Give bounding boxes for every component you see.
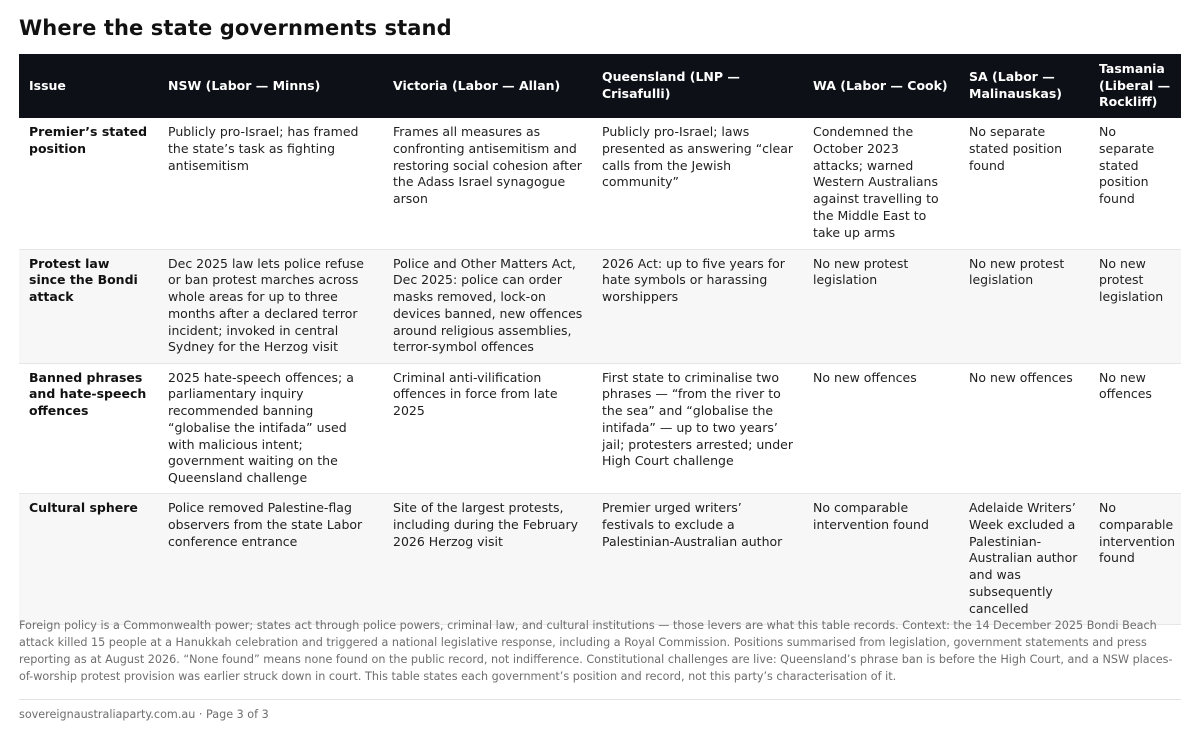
column-header-tasmania: Tasmania (Liberal — Rockliff) xyxy=(1089,54,1181,118)
issue-cell: Protest law since the Bondi attack xyxy=(19,249,158,364)
queensland-cell: Premier urged writers’ festivals to excl… xyxy=(592,493,803,626)
queensland-cell: Publicly pro-Israel; laws presented as a… xyxy=(592,118,803,250)
victoria-cell: Police and Other Matters Act, Dec 2025: … xyxy=(383,249,592,364)
nsw-cell: Publicly pro-Israel; has framed the stat… xyxy=(158,118,383,250)
column-header-victoria: Victoria (Labor — Allan) xyxy=(383,54,592,118)
column-header-queensland: Queensland (LNP — Crisafulli) xyxy=(592,54,803,118)
victoria-cell: Site of the largest protests, including … xyxy=(383,493,592,626)
issue-cell: Cultural sphere xyxy=(19,493,158,626)
nsw-cell: 2025 hate-speech offences; a parliamenta… xyxy=(158,363,383,495)
table-row: Cultural sphere Police removed Palestine… xyxy=(19,493,1181,626)
tasmania-cell: No separate stated position found xyxy=(1089,118,1181,250)
tasmania-cell: No comparable intervention found xyxy=(1089,493,1181,626)
table-header-row: Issue NSW (Labor — Minns) Victoria (Labo… xyxy=(19,54,1181,118)
sa-cell: No new offences xyxy=(959,363,1089,495)
issue-cell: Banned phrases and hate-speech offences xyxy=(19,363,158,495)
footnote: Foreign policy is a Commonwealth power; … xyxy=(19,619,1173,683)
nsw-cell: Dec 2025 law lets police refuse or ban p… xyxy=(158,249,383,364)
column-header-nsw: NSW (Labor — Minns) xyxy=(158,54,383,118)
state-positions-table: Issue NSW (Labor — Minns) Victoria (Labo… xyxy=(19,54,1181,626)
queensland-cell: First state to criminalise two phrases —… xyxy=(592,363,803,495)
wa-cell: Condemned the October 2023 attacks; warn… xyxy=(803,118,959,250)
sa-cell: Adelaide Writers’ Week excluded a Palest… xyxy=(959,493,1089,626)
column-header-wa: WA (Labor — Cook) xyxy=(803,54,959,118)
wa-cell: No new offences xyxy=(803,363,959,495)
tasmania-cell: No new protest legislation xyxy=(1089,249,1181,364)
sa-cell: No separate stated position found xyxy=(959,118,1089,250)
page-footer: sovereignaustraliaparty.com.au · Page 3 … xyxy=(19,708,269,721)
table-row: Protest law since the Bondi attack Dec 2… xyxy=(19,249,1181,364)
table-row: Premier’s stated position Publicly pro-I… xyxy=(19,118,1181,250)
issue-cell: Premier’s stated position xyxy=(19,118,158,250)
column-header-sa: SA (Labor — Malinauskas) xyxy=(959,54,1089,118)
nsw-cell: Police removed Palestine-flag observers … xyxy=(158,493,383,626)
footer-divider xyxy=(19,699,1181,700)
wa-cell: No new protest legislation xyxy=(803,249,959,364)
tasmania-cell: No new offences xyxy=(1089,363,1181,495)
victoria-cell: Criminal anti-vilification offences in f… xyxy=(383,363,592,495)
queensland-cell: 2026 Act: up to five years for hate symb… xyxy=(592,249,803,364)
sa-cell: No new protest legislation xyxy=(959,249,1089,364)
page-title: Where the state governments stand xyxy=(19,16,452,40)
victoria-cell: Frames all measures as confronting antis… xyxy=(383,118,592,250)
wa-cell: No comparable intervention found xyxy=(803,493,959,626)
table-row: Banned phrases and hate-speech offences … xyxy=(19,363,1181,495)
column-header-issue: Issue xyxy=(19,54,158,118)
